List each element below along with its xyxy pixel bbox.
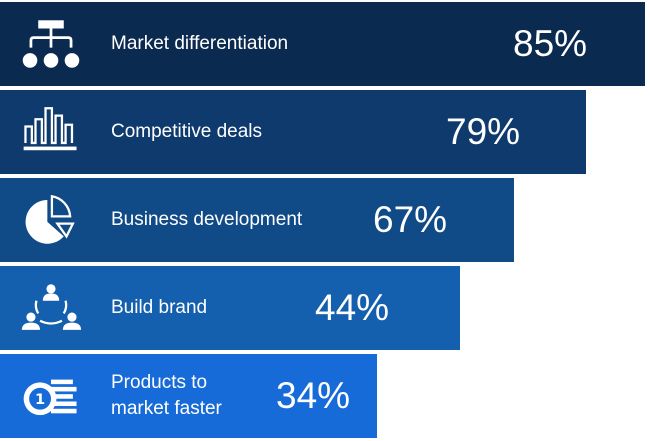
data-label: 85% — [513, 23, 588, 64]
category-label: Competitive deals — [111, 121, 263, 142]
data-label: 34% — [276, 375, 351, 416]
team-network-icon — [21, 284, 82, 330]
data-label: 67% — [373, 199, 448, 240]
data-label: 79% — [446, 111, 521, 152]
category-label: Build brand — [111, 297, 208, 318]
org-chart-icon — [22, 20, 80, 68]
coins-icon: 1 — [23, 379, 77, 416]
bar: Build brand 44% — [0, 266, 460, 350]
category-label: Market differentiation — [111, 33, 289, 54]
pie-chart-icon — [25, 194, 75, 244]
svg-text:1: 1 — [35, 391, 45, 408]
bar: 1 Products to market faster 34% — [0, 354, 377, 438]
bar: Competitive deals 79% — [0, 90, 586, 174]
bar: Market differentiation 85% — [0, 2, 645, 86]
bar-chart-icon — [23, 107, 77, 151]
bar: Business development 67% — [0, 178, 514, 262]
data-label: 44% — [315, 287, 390, 328]
category-label: Products to market faster — [111, 372, 222, 419]
category-label: Business development — [111, 209, 303, 230]
